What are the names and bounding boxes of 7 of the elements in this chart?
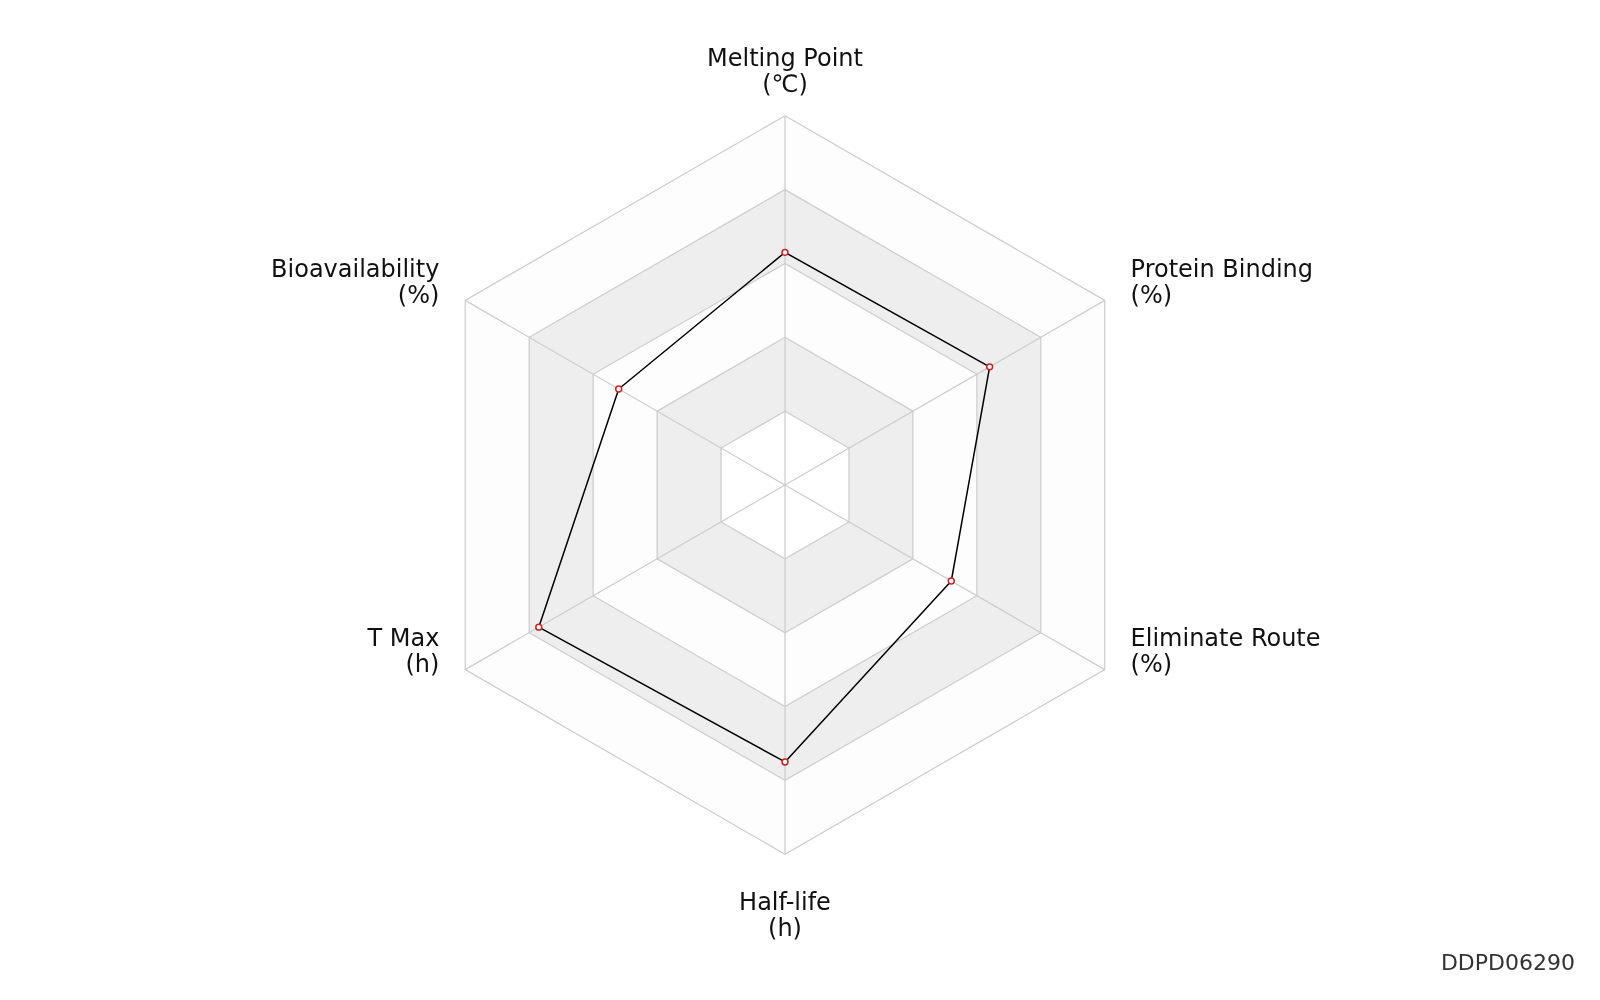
spoke-label: Eliminate Route (%) [1130, 624, 1321, 679]
spoke-label: Protein Binding (%) [1130, 254, 1314, 309]
spoke-label: Melting Point (℃) [707, 44, 863, 99]
spoke-label: T Max (h) [366, 624, 440, 679]
spoke-label: Half-life (h) [739, 888, 831, 943]
spoke-label: Bioavailability (%) [271, 254, 440, 309]
text: DDPD06290 [1440, 950, 1575, 975]
